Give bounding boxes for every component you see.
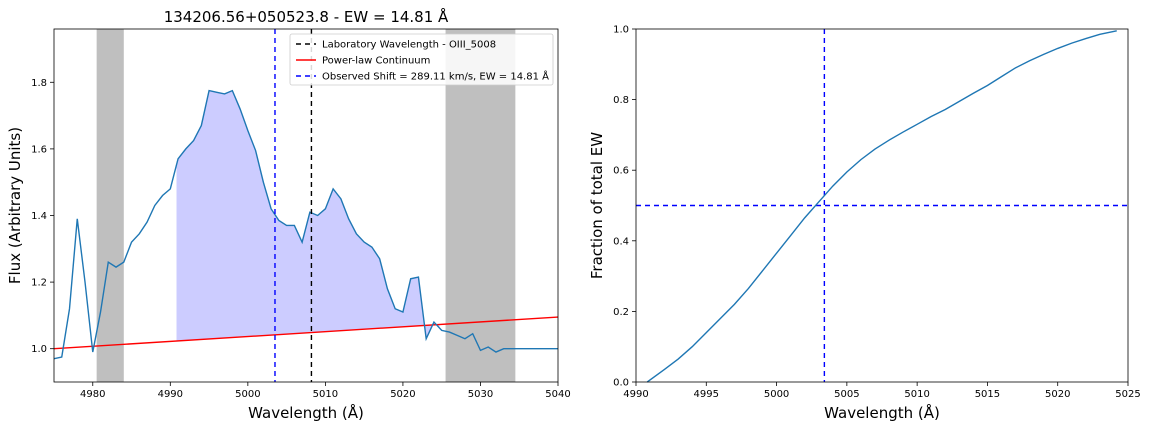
x-tick-label: 5010 — [313, 389, 338, 400]
legend-entry: Laboratory Wavelength - OIII_5008 — [322, 40, 496, 51]
cumulative-ew-line — [646, 30, 1117, 383]
y-tick-label: 1.0 — [31, 344, 47, 355]
x-tick-label: 4990 — [158, 389, 183, 400]
y-tick-label: 0.2 — [613, 307, 629, 318]
y-tick-label: 1.0 — [613, 25, 629, 36]
y-tick-label: 1.4 — [31, 211, 47, 222]
plot-area — [54, 29, 558, 382]
x-tick-label: 5040 — [545, 389, 570, 400]
x-tick-label: 5020 — [1045, 389, 1070, 400]
chart-title: 134206.56+050523.8 - EW = 14.81 Å — [164, 7, 449, 26]
legend-entry: Power-law Continuum — [322, 56, 430, 67]
y-tick-label: 1.2 — [31, 278, 47, 289]
x-tick-label: 5015 — [975, 389, 1000, 400]
ew-fill-region — [176, 90, 440, 342]
x-tick-label: 5010 — [904, 389, 929, 400]
flux-spectrum-panel: 4980 4990 5000 5010 5020 5030 5040 1.0 1.2 1.4 1.6… — [6, 7, 571, 422]
x-tick-label: 5020 — [390, 389, 415, 400]
plot-frame — [53, 28, 559, 383]
y-tick-label: 0.6 — [613, 166, 629, 177]
x-tick-label: 4980 — [80, 389, 105, 400]
y-tick-label: 0.8 — [613, 95, 629, 106]
y-axis-label: Fraction of total EW — [588, 132, 606, 279]
excluded-band — [96, 29, 124, 382]
y-tick-label: 1.8 — [31, 78, 47, 89]
x-tick-label: 5000 — [764, 389, 789, 400]
x-tick-label: 5000 — [235, 389, 260, 400]
y-tick-label: 0.0 — [613, 378, 629, 389]
y-tick-label: 1.6 — [31, 144, 47, 155]
x-tick-label: 4995 — [694, 389, 719, 400]
x-tick-label: 5005 — [834, 389, 859, 400]
continuum-line — [54, 316, 558, 350]
y-tick-label: 0.4 — [613, 236, 629, 247]
plot-frame — [635, 28, 1129, 383]
x-tick-label: 4990 — [623, 389, 648, 400]
legend-entry: Observed Shift = 289.11 km/s, EW = 14.81… — [322, 70, 549, 83]
cumulative-ew-panel: 4990 4995 5000 5005 5010 5015 5020 5025 0.0 0.2 0.… — [588, 25, 1141, 423]
spectrum-line — [54, 89, 558, 360]
legend: Laboratory Wavelength - OIII_5008 Power-l… — [289, 33, 554, 86]
x-tick-label: 5030 — [468, 389, 493, 400]
x-tick-label: 5025 — [1115, 389, 1140, 400]
legend-box — [289, 33, 554, 86]
y-axis-label: Flux (Arbitrary Units) — [6, 127, 24, 284]
x-axis-label: Wavelength (Å) — [248, 403, 364, 422]
x-axis-label: Wavelength (Å) — [824, 403, 940, 422]
